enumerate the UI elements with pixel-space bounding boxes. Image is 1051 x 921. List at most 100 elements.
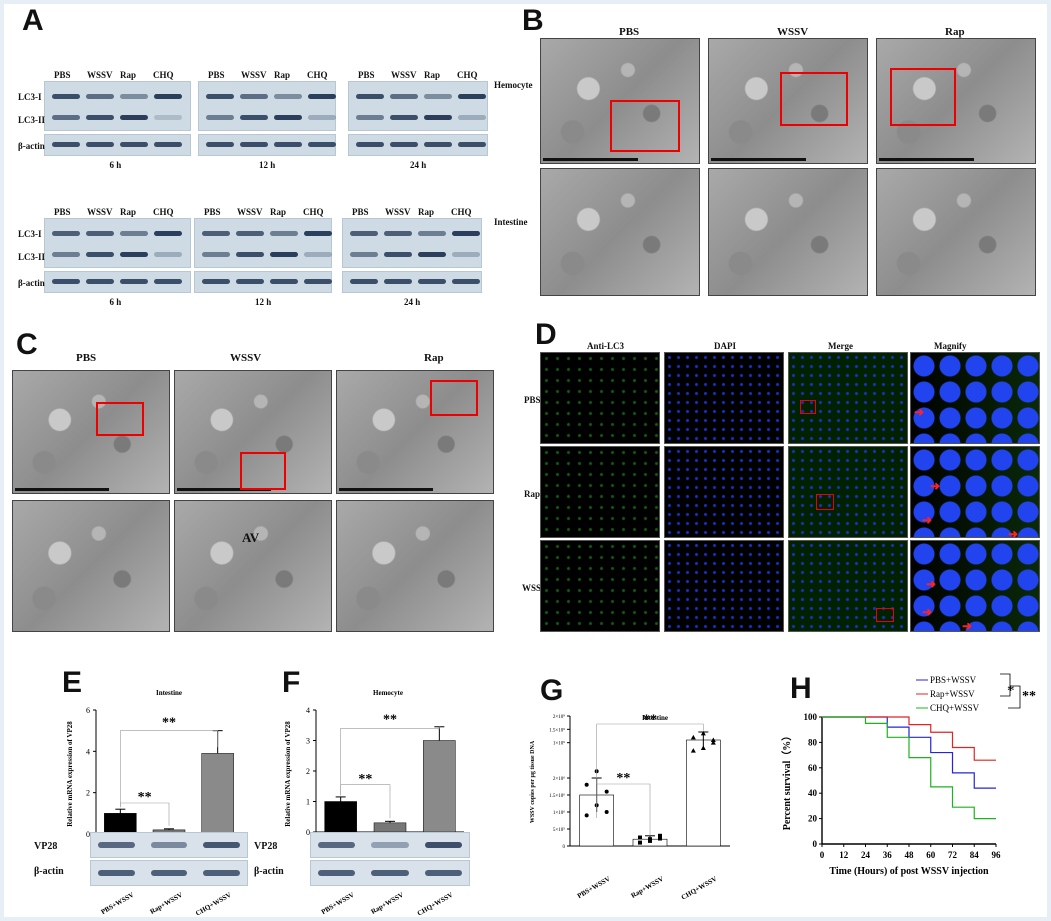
- blot-lane-label: Rap: [424, 70, 441, 80]
- if-image: [664, 446, 784, 538]
- band-lc3-ii: [452, 252, 480, 257]
- band-lc3-i: [418, 231, 446, 236]
- blot-lane-label: PBS: [352, 207, 369, 217]
- y-tick-label: 1×10⁶: [553, 810, 565, 816]
- blot-row-label-vp28: VP28: [34, 841, 58, 852]
- tem-texture: [709, 169, 867, 295]
- band-vp28: [98, 842, 135, 848]
- if-image: [788, 540, 908, 632]
- blot-row-label-lc3-i: LC3-I: [18, 92, 42, 102]
- blot-lane-label: Rap: [120, 207, 137, 217]
- panel-a-label: A: [22, 4, 44, 37]
- tem-texture: [175, 371, 331, 493]
- band-lc3-i: [52, 231, 80, 236]
- blot-lane-label: CHQ: [153, 207, 174, 217]
- blot-actin-strip: [342, 271, 482, 293]
- tem-magnified-image: [708, 168, 868, 296]
- band-lc3-i: [240, 94, 268, 99]
- band-vp28: [203, 842, 240, 848]
- zoom-box: [610, 100, 680, 152]
- band-actin: [86, 279, 114, 284]
- survival-curve: [822, 716, 996, 820]
- band-lc3-i: [270, 231, 298, 236]
- blot-lane-label: WSSV: [391, 70, 417, 80]
- data-point: [584, 782, 589, 787]
- red-arrow-icon: ➜: [926, 577, 937, 591]
- legend-label: Rap+WSSV: [930, 689, 975, 699]
- chart-title: Intestine: [156, 689, 182, 697]
- y-axis-label: WSSV copies per μg tissue DNA: [530, 740, 536, 823]
- y-tick-label: 4: [86, 747, 90, 756]
- y-axis-label: Relative mRNA expression of VP28: [284, 721, 292, 827]
- zoom-box: [816, 494, 834, 510]
- if-col-label: DAPI: [714, 341, 736, 351]
- if-row-label: Rap: [524, 489, 541, 499]
- tem-overview-image: [336, 370, 494, 494]
- x-tick-label: CHQ+WSSV: [416, 891, 454, 917]
- band-actin: [304, 279, 332, 284]
- band-lc3-ii: [356, 115, 384, 120]
- blot-lane-label: PBS: [204, 207, 221, 217]
- tem-texture: [175, 501, 331, 631]
- tem-scale-bar: [15, 488, 109, 491]
- tem-magnified-image: [540, 168, 700, 296]
- if-row-label: WSSV: [522, 583, 548, 593]
- if-image: [540, 446, 660, 538]
- band-lc3-i: [274, 94, 302, 99]
- bar: [423, 740, 456, 833]
- blot-tissue-label: Hemocyte: [494, 80, 533, 90]
- band-lc3-i: [120, 231, 148, 236]
- panel-c-label: C: [16, 328, 38, 361]
- blot-row-label-actin: β-actin: [18, 278, 45, 288]
- blot-lc3-strip: [44, 218, 191, 268]
- band-actin: [150, 870, 188, 876]
- y-tick-label: 100: [804, 712, 818, 722]
- blot-tissue-label: Intestine: [494, 217, 528, 227]
- y-tick-label: 1.5×10⁶: [549, 793, 565, 799]
- blot-lane-label: PBS: [54, 70, 71, 80]
- tem-magnified-image: [12, 500, 170, 632]
- band-lc3-ii: [304, 252, 332, 257]
- panel-e-label: E: [62, 666, 83, 699]
- red-arrow-icon: ➜: [914, 405, 925, 419]
- band-vp28: [318, 842, 356, 848]
- band-lc3-i: [458, 94, 486, 99]
- band-lc3-i: [390, 94, 418, 99]
- band-lc3-ii: [384, 252, 412, 257]
- band-lc3-i: [202, 231, 230, 236]
- band-lc3-ii: [52, 252, 80, 257]
- y-tick-label: 2×10⁹: [553, 714, 565, 720]
- red-arrow-icon: ➜: [922, 513, 933, 527]
- sig-bracket: [596, 723, 704, 818]
- blot-time-label: 6 h: [109, 297, 122, 307]
- legend-label: PBS+WSSV: [930, 675, 977, 685]
- data-point: [638, 835, 642, 840]
- if-image: [664, 540, 784, 632]
- data-point: [710, 740, 716, 745]
- blot-lane-label: WSSV: [385, 207, 411, 217]
- blot-lc3-strip: [194, 218, 332, 268]
- band-lc3-ii: [424, 115, 452, 120]
- band-lc3-i: [356, 94, 384, 99]
- band-actin: [452, 279, 480, 284]
- band-lc3-i: [206, 94, 234, 99]
- blot-lane-label: CHQ: [303, 207, 324, 217]
- band-actin: [458, 142, 486, 147]
- y-axis-label: Relative mRNA expression of VP28: [66, 721, 74, 827]
- tem-scale-bar: [339, 488, 433, 491]
- x-tick-label: Rap+WSSV: [370, 891, 405, 916]
- tem-magnified-image: [336, 500, 494, 632]
- legend-bracket: [1000, 673, 1011, 697]
- if-image: [788, 352, 908, 444]
- blot-time-label: 24 h: [410, 160, 427, 170]
- band-lc3-ii: [236, 252, 264, 257]
- if-col-label: Merge: [828, 341, 853, 351]
- band-lc3-i: [120, 94, 148, 99]
- y-tick-label: 2: [86, 789, 90, 798]
- data-point: [710, 737, 716, 742]
- y-tick-label: 3: [306, 737, 310, 746]
- x-tick-label: PBS+WSSV: [100, 891, 136, 916]
- band-lc3-i: [236, 231, 264, 236]
- if-image: [910, 446, 1040, 538]
